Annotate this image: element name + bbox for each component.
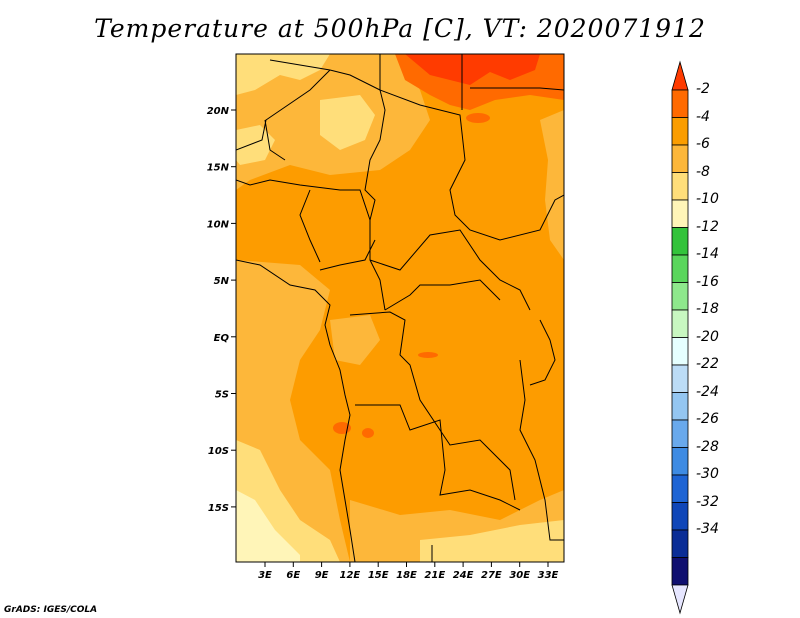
grads-credit: GrADS: IGES/COLA <box>4 605 98 615</box>
colorbar-label: -26 <box>696 411 719 427</box>
colorbar-swatch <box>671 199 689 228</box>
lat-label: 20N <box>207 106 230 117</box>
lon-label: 33E <box>538 570 559 581</box>
lat-label: EQ <box>214 333 230 344</box>
colorbar-label: -10 <box>696 191 719 207</box>
page-title: Temperature at 500hPa [C], VT: 202007191… <box>94 14 706 43</box>
latitude-axis: 20N 15N 10N 5N EQ 5S 10S 15S <box>207 106 236 514</box>
colorbar-swatch <box>671 392 689 421</box>
colorbar-cap-top <box>671 60 689 91</box>
lon-label: 24E <box>453 570 474 581</box>
field-mild-gabon <box>330 315 380 365</box>
colorbar-label: -24 <box>696 383 719 400</box>
colorbar-label: -6 <box>696 136 710 152</box>
colorbar-label: -14 <box>696 246 719 262</box>
colorbar-label: -28 <box>696 438 719 455</box>
lat-label: 15S <box>208 503 229 514</box>
field-pale-sw <box>236 490 300 562</box>
field-mild-east <box>540 110 564 260</box>
field-cool-sahara <box>320 95 375 150</box>
lat-label: 5S <box>215 390 229 401</box>
colorbar-label: -8 <box>696 163 710 180</box>
temperature-field <box>236 54 564 562</box>
colorbar-swatch <box>671 419 689 448</box>
map-frame <box>235 53 565 563</box>
lat-label: 5N <box>214 276 230 287</box>
colorbar-swatch <box>671 89 689 118</box>
field-cool-se <box>420 520 564 562</box>
lon-label: 9E <box>315 570 329 581</box>
colorbar-label: -34 <box>696 521 719 537</box>
colorbar-swatch <box>671 117 689 146</box>
colorbar-label: -30 <box>696 466 719 482</box>
lon-label: 21E <box>424 570 445 581</box>
colorbar-label: -16 <box>696 273 719 290</box>
colorbar-swatch <box>671 474 689 503</box>
colorbar-label: -12 <box>696 218 719 235</box>
field-cool-nw2 <box>236 125 275 165</box>
field-hot-north <box>405 54 540 85</box>
longitude-axis: 3E 6E 9E 12E 15E 18E 21E 24E 27E 30E 33E <box>258 562 559 581</box>
colorbar-swatch <box>671 447 689 476</box>
colorbar-label: -18 <box>696 301 719 317</box>
colorbar-label: -2 <box>696 81 710 97</box>
colorbar-swatch <box>671 337 689 366</box>
colorbar-swatch <box>671 502 689 531</box>
colorbar-swatch <box>671 227 689 256</box>
field-warm-patch <box>418 352 438 358</box>
lat-label: 10N <box>207 219 230 230</box>
colorbar-label: -32 <box>696 493 719 510</box>
lon-label: 30E <box>509 570 530 581</box>
colorbar-swatch <box>671 529 689 558</box>
lon-label: 3E <box>258 570 272 581</box>
field-cool-north <box>236 54 330 95</box>
colorbar-swatch <box>671 309 689 338</box>
colorbar-cap-bottom <box>671 584 689 615</box>
colorbar-label: -20 <box>696 328 719 345</box>
lon-label: 18E <box>396 570 417 581</box>
lon-label: 15E <box>368 570 389 581</box>
colorbar-swatch <box>671 144 689 173</box>
lat-label: 10S <box>208 446 229 457</box>
field-warm-patch <box>466 113 490 123</box>
lon-label: 6E <box>286 570 300 581</box>
colorbar <box>671 60 689 615</box>
colorbar-swatch <box>671 172 689 201</box>
colorbar-label: -4 <box>696 108 710 125</box>
colorbar-label: -22 <box>696 356 719 372</box>
colorbar-swatch <box>671 254 689 283</box>
field-warm-patch <box>362 428 374 438</box>
lon-label: 12E <box>340 570 361 581</box>
colorbar-swatch <box>671 282 689 311</box>
colorbar-swatch <box>671 557 689 586</box>
lon-label: 27E <box>481 570 502 581</box>
lat-label: 15N <box>207 163 230 174</box>
country-borders <box>236 54 564 562</box>
colorbar-swatch <box>671 364 689 393</box>
